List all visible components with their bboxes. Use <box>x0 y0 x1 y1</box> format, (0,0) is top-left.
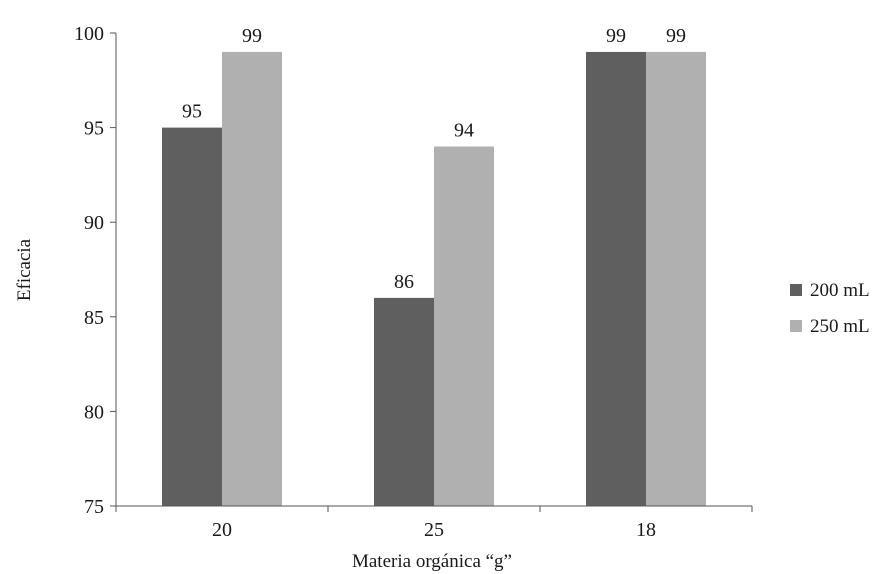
bar <box>434 146 494 506</box>
bar <box>222 51 282 507</box>
x-axis-title: Materia orgánica “g” <box>352 551 512 572</box>
bars-group <box>162 51 706 507</box>
data-label: 94 <box>454 120 474 142</box>
legend-label-250ml: 250 mL <box>810 316 870 337</box>
x-axis-ticks: 20 25 18 <box>115 506 753 541</box>
data-label: 86 <box>394 271 414 293</box>
data-label: 95 <box>182 101 202 123</box>
x-tick-label: 20 <box>212 519 232 541</box>
y-axis-ticks: 75 80 85 90 95 100 <box>74 23 116 518</box>
y-tick-label: 80 <box>84 401 104 423</box>
legend-label-200ml: 200 mL <box>810 280 870 301</box>
bar <box>646 51 706 507</box>
y-tick-label: 75 <box>84 496 104 518</box>
data-label: 99 <box>242 25 262 47</box>
bar <box>374 297 434 506</box>
x-tick-label: 25 <box>424 519 444 541</box>
legend: 200 mL 250 mL <box>790 280 870 337</box>
data-labels-group: 95 99 86 94 99 99 <box>182 25 686 293</box>
legend-swatch-200ml <box>790 284 802 296</box>
data-label: 99 <box>606 25 626 47</box>
data-label: 99 <box>666 25 686 47</box>
y-tick-label: 90 <box>84 212 104 234</box>
y-tick-label: 100 <box>74 23 104 45</box>
x-tick-label: 18 <box>636 519 656 541</box>
bar <box>162 127 222 506</box>
y-axis-title: Eficacia <box>14 238 35 301</box>
y-tick-label: 85 <box>84 307 104 329</box>
bar <box>586 51 646 507</box>
y-tick-label: 95 <box>84 118 104 140</box>
legend-swatch-250ml <box>790 320 802 332</box>
